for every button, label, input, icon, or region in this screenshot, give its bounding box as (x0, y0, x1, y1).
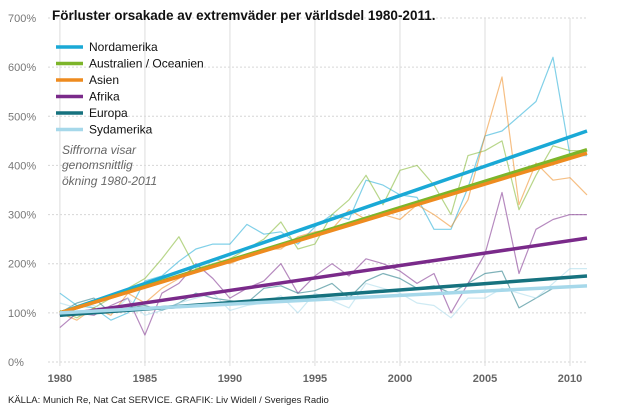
x-axis-ticks: 1980 1985 1990 1995 2000 2005 2010 (48, 373, 583, 385)
y-tick-label: 700% (8, 13, 36, 25)
legend-label-europa: Europa (89, 106, 128, 120)
y-tick-label: 0% (8, 357, 24, 369)
x-tick-label: 1990 (218, 373, 242, 385)
y-tick-label: 600% (8, 62, 36, 74)
y-tick-label: 100% (8, 308, 36, 320)
x-tick-label: 1980 (48, 373, 72, 385)
trend-line-nordamerika (59, 129, 588, 315)
trend-line-asien (59, 151, 588, 315)
y-tick-label: 500% (8, 111, 36, 123)
x-tick-label: 1985 (133, 373, 157, 385)
x-tick-label: 2005 (473, 373, 497, 385)
legend-label-australien-oceanien: Australien / Oceanien (89, 57, 204, 71)
trend-line-afrika (59, 236, 588, 318)
legend-label-asien: Asien (89, 73, 119, 87)
trend-lines (59, 129, 588, 318)
note-line-2: genomsnittlig (62, 158, 133, 172)
x-tick-label: 2010 (558, 373, 582, 385)
legend: Nordamerika Australien / Oceanien Asien Afr… (56, 40, 204, 137)
y-tick-label: 200% (8, 259, 36, 271)
grid (48, 17, 587, 366)
trend-line-sydamerika (59, 284, 588, 315)
series-line-afrika (59, 191, 587, 336)
source-credit: KÄLLA: Munich Re, Nat Cat SERVICE. GRAFI… (8, 395, 329, 406)
chart-title: Förluster orsakade av extremväder per vä… (52, 8, 435, 23)
y-axis-ticks: 0% 100% 200% 300% 400% 500% 600% 700% (8, 13, 36, 369)
y-tick-label: 300% (8, 210, 36, 222)
legend-label-afrika: Afrika (89, 90, 120, 104)
legend-label-sydamerika: Sydamerika (89, 123, 153, 137)
y-tick-label: 400% (8, 160, 36, 172)
legend-label-nordamerika: Nordamerika (89, 40, 158, 54)
note-line-1: Siffrorna visar (62, 143, 137, 157)
series-line-australien-oceanien (59, 140, 587, 319)
series-line-europa (59, 270, 587, 314)
x-tick-label: 2000 (388, 373, 412, 385)
x-tick-label: 1995 (303, 373, 327, 385)
note-line-3: ökning 1980-2011 (62, 174, 157, 188)
